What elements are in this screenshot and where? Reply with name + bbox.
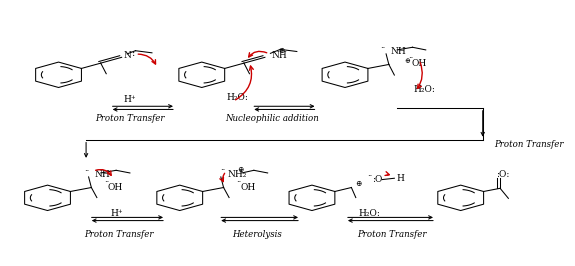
Text: :O: :O [373, 175, 383, 184]
Text: ⊕: ⊕ [355, 180, 361, 188]
Text: ⊕: ⊕ [237, 166, 243, 174]
Text: Nucleophilic addition: Nucleophilic addition [225, 114, 319, 123]
Text: NH: NH [271, 51, 288, 60]
Text: ⊕: ⊕ [405, 57, 411, 65]
Text: Proton Transfer: Proton Transfer [95, 114, 165, 123]
Text: OH: OH [412, 59, 427, 68]
Text: ⊕: ⊕ [278, 47, 285, 55]
Text: NH: NH [390, 47, 407, 56]
Text: H⁺: H⁺ [110, 209, 122, 218]
Text: :O:: :O: [496, 170, 509, 179]
Text: ··: ·· [85, 167, 90, 175]
Text: H₂Ö:: H₂Ö: [227, 93, 248, 102]
Text: H: H [397, 174, 404, 183]
Text: ··: ·· [367, 172, 373, 180]
Text: ··: ·· [236, 178, 242, 186]
Text: H⁺: H⁺ [124, 95, 136, 105]
Text: ··: ·· [408, 54, 413, 62]
Text: OH: OH [240, 183, 255, 192]
Text: :: : [132, 49, 135, 57]
Text: Heterolysis: Heterolysis [232, 230, 282, 239]
Text: Proton Transfer: Proton Transfer [357, 230, 427, 239]
Text: Proton Transfer: Proton Transfer [494, 140, 564, 149]
Text: ··: ·· [381, 44, 386, 52]
Text: Proton Transfer: Proton Transfer [85, 230, 154, 239]
Text: ··: ·· [104, 178, 109, 186]
Text: NH: NH [94, 170, 110, 179]
Text: OH: OH [108, 183, 123, 192]
Text: NH₂: NH₂ [228, 170, 247, 179]
Text: ··: ·· [220, 166, 225, 174]
Text: H₂O:: H₂O: [414, 85, 436, 94]
Text: N: N [123, 51, 131, 60]
Text: H₂O:: H₂O: [359, 209, 381, 218]
